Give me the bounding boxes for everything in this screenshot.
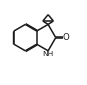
Text: NH: NH bbox=[42, 51, 53, 57]
Text: O: O bbox=[62, 33, 69, 42]
